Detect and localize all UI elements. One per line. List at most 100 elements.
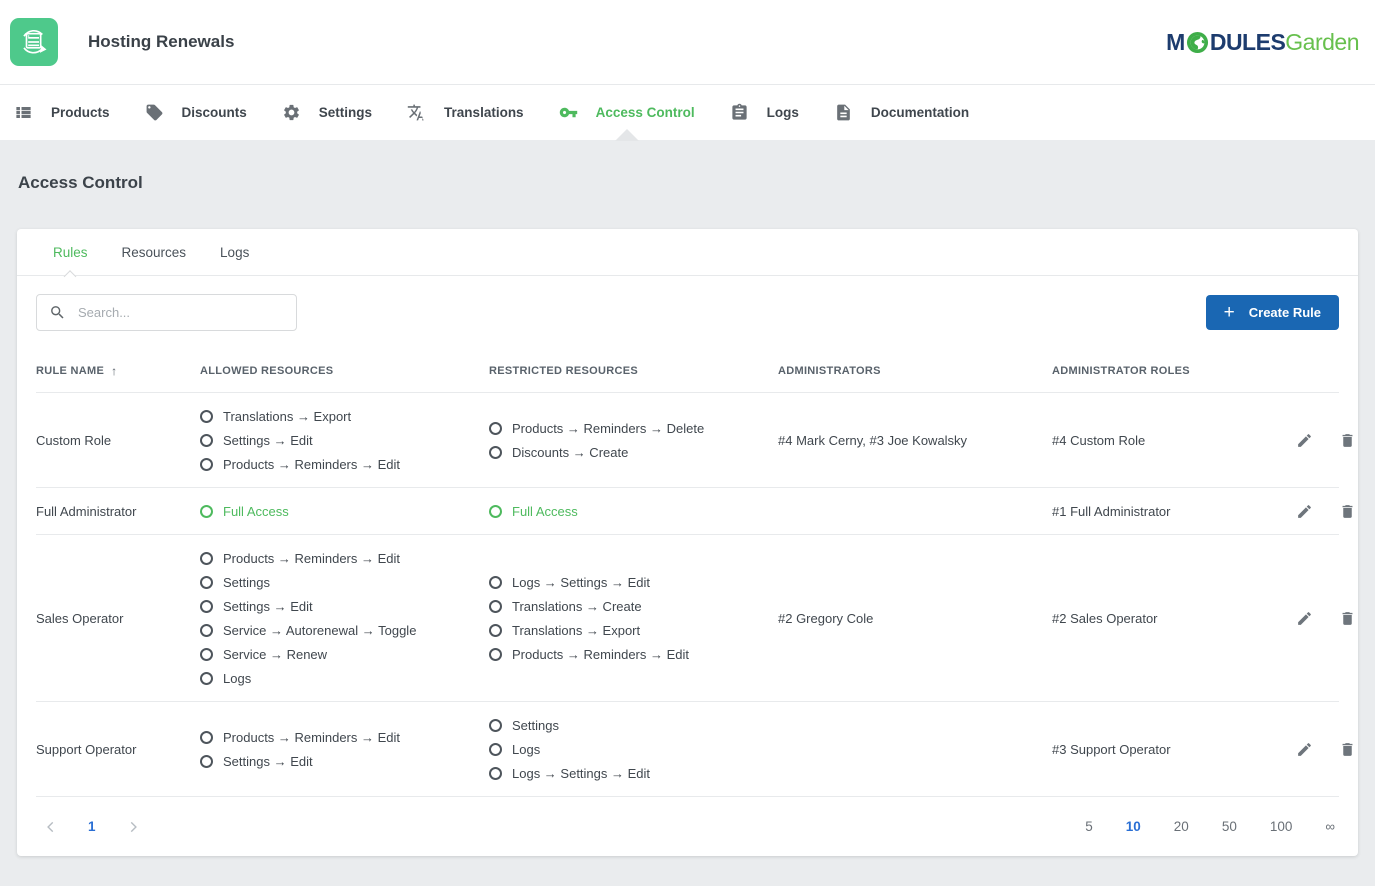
column-header-administrator-roles[interactable]: ADMINISTRATOR ROLES	[1052, 364, 1190, 377]
resource-item: Settings → Edit	[200, 749, 489, 773]
resource-item: Settings	[489, 713, 778, 737]
chevron-left-icon	[47, 821, 54, 832]
edit-rule-button[interactable]	[1296, 503, 1313, 520]
circle-bullet-icon	[489, 647, 502, 661]
administrator-roles: #2 Sales Operator	[1052, 610, 1158, 626]
tab-logs[interactable]: Logs	[220, 244, 250, 260]
resource-item: Logs	[489, 737, 778, 761]
nav-item-settings[interactable]: Settings	[282, 85, 372, 141]
active-nav-caret	[614, 128, 639, 141]
page-app-title: Hosting Renewals	[88, 32, 235, 51]
delete-rule-button[interactable]	[1339, 610, 1356, 627]
administrator-roles: #1 Full Administrator	[1052, 503, 1171, 519]
administrator-roles: #3 Support Operator	[1052, 741, 1171, 757]
previous-page-button[interactable]	[38, 820, 64, 834]
resource-item: Settings	[200, 570, 489, 594]
circle-bullet-icon	[200, 551, 213, 565]
logo-text-dules: DULES	[1209, 28, 1286, 55]
search-box[interactable]	[36, 294, 297, 331]
page-size-option[interactable]: ∞	[1325, 819, 1335, 834]
page-title: Access Control	[18, 173, 143, 192]
circle-bullet-icon	[489, 599, 502, 613]
resource-item: Logs	[200, 666, 489, 690]
page-size-option[interactable]: 10	[1125, 819, 1141, 834]
nav-item-discounts[interactable]: Discounts	[145, 85, 247, 141]
circle-bullet-icon	[489, 623, 502, 637]
search-icon	[51, 306, 64, 319]
page-size-selector: 5 10 20 50 100 ∞	[1052, 819, 1335, 834]
restricted-resources-list: Logs → Settings → Edit Translations → Cre…	[489, 570, 778, 666]
pencil-icon	[1298, 504, 1311, 518]
allowed-resources-list: Products → Reminders → Edit Settings → Ed…	[200, 725, 489, 773]
resource-item: Settings → Edit	[200, 428, 489, 452]
delete-rule-button[interactable]	[1339, 741, 1356, 758]
next-page-button[interactable]	[120, 820, 146, 834]
column-header-allowed-resources[interactable]: ALLOWED RESOURCES	[200, 364, 334, 377]
circle-bullet-icon	[489, 742, 502, 756]
circle-bullet-icon	[200, 575, 213, 589]
logo-text-m: M	[1166, 28, 1185, 55]
resource-item: Translations → Export	[489, 618, 778, 642]
page-size-option[interactable]: 100	[1269, 819, 1293, 834]
key-icon	[559, 103, 578, 122]
resource-item: Products → Reminders → Edit	[200, 546, 489, 570]
plus-icon: +	[1223, 302, 1235, 323]
nav-item-access-control[interactable]: Access Control	[559, 85, 695, 141]
table-row: Sales Operator Products → Reminders → Ed…	[36, 535, 1353, 702]
nav-item-products[interactable]: Products	[14, 85, 110, 141]
resource-item: Translations → Create	[489, 594, 778, 618]
table-body: Custom Role Translations → Export Setting…	[36, 393, 1353, 797]
page-navigator: 1	[38, 819, 146, 834]
resource-item: Discounts → Create	[489, 440, 778, 464]
rule-name: Full Administrator	[36, 503, 137, 519]
table-header-row: RULE NAME ↑ ALLOWED RESOURCES RESTRICTED…	[36, 349, 1339, 393]
table-row: Custom Role Translations → Export Setting…	[36, 393, 1353, 488]
tab-rules[interactable]: Rules	[36, 229, 105, 283]
circle-bullet-icon	[489, 766, 502, 780]
page-size-option[interactable]: 5	[1085, 819, 1093, 834]
resource-item: Products → Reminders → Edit	[489, 642, 778, 666]
trash-icon	[1342, 433, 1353, 447]
create-rule-button[interactable]: + Create Rule	[1205, 295, 1339, 330]
circle-bullet-icon	[200, 599, 213, 613]
allowed-resources-list: Products → Reminders → Edit Settings Setti…	[200, 546, 489, 690]
edit-rule-button[interactable]	[1296, 432, 1313, 449]
administrators: #4 Mark Cerny, #3 Joe Kowalsky	[778, 432, 968, 448]
nav-item-documentation[interactable]: Documentation	[834, 85, 969, 141]
search-input[interactable]	[78, 305, 284, 320]
trash-icon	[1342, 611, 1353, 625]
resource-item: Logs → Settings → Edit	[489, 570, 778, 594]
table-row: Full Administrator Full Access Full Acce…	[36, 488, 1353, 535]
administrator-roles: #4 Custom Role	[1052, 432, 1146, 448]
nav-item-logs[interactable]: Logs	[730, 85, 799, 141]
edit-rule-button[interactable]	[1296, 610, 1313, 627]
circle-bullet-icon	[200, 457, 213, 471]
list-icon	[14, 103, 33, 122]
delete-rule-button[interactable]	[1339, 503, 1356, 520]
gear-icon	[282, 103, 301, 122]
administrators: #2 Gregory Cole	[778, 610, 874, 626]
delete-rule-button[interactable]	[1339, 432, 1356, 449]
tag-icon	[145, 103, 164, 122]
clipboard-icon	[730, 103, 749, 122]
app-logo-icon	[10, 18, 58, 66]
pencil-icon	[1298, 742, 1311, 756]
column-header-restricted-resources[interactable]: RESTRICTED RESOURCES	[489, 364, 639, 377]
page-number[interactable]: 1	[88, 819, 96, 834]
circle-bullet-icon	[489, 445, 502, 459]
resource-item: Logs → Settings → Edit	[489, 761, 778, 785]
circle-bullet-icon	[200, 433, 213, 447]
tab-resources[interactable]: Resources	[121, 244, 187, 260]
nav-item-translations[interactable]: Translations	[407, 85, 524, 141]
edit-rule-button[interactable]	[1296, 741, 1313, 758]
allowed-resources-list: Full Access	[200, 499, 489, 523]
pencil-icon	[1298, 611, 1311, 625]
trash-icon	[1342, 742, 1353, 756]
resource-item: Settings → Edit	[200, 594, 489, 618]
page-size-option[interactable]: 20	[1173, 819, 1189, 834]
resource-item: Translations → Export	[200, 404, 489, 428]
column-header-rule-name[interactable]: RULE NAME ↑	[36, 363, 118, 378]
column-header-administrators[interactable]: ADMINISTRATORS	[778, 364, 881, 377]
rule-name: Sales Operator	[36, 610, 124, 626]
page-size-option[interactable]: 50	[1221, 819, 1237, 834]
